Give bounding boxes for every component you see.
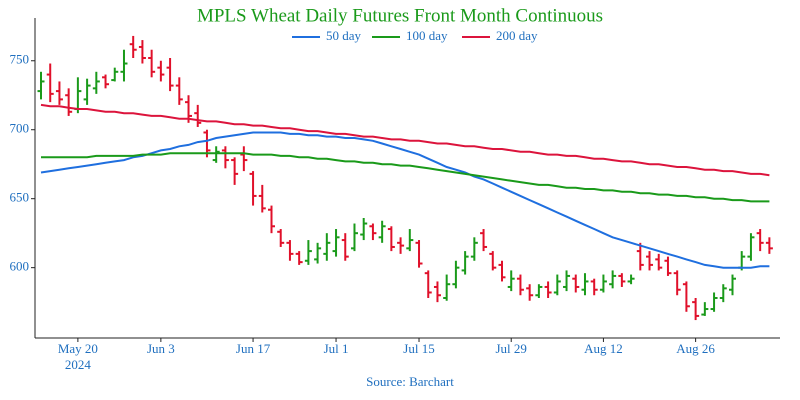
y-tick-label: 650 bbox=[10, 190, 30, 205]
moving-average-line bbox=[40, 103, 770, 177]
x-tick-label: Jun 3 bbox=[147, 341, 175, 356]
chart-title: MPLS Wheat Daily Futures Front Month Con… bbox=[197, 5, 603, 26]
x-tick-label: Jun 17 bbox=[236, 341, 271, 356]
legend-label: 50 day bbox=[326, 28, 362, 43]
source-note: Source: Barchart bbox=[366, 374, 454, 389]
moving-average-line bbox=[41, 152, 770, 203]
legend-label: 100 day bbox=[406, 28, 448, 43]
x-tick-label: Jul 29 bbox=[496, 341, 527, 356]
moving-average-line bbox=[40, 131, 770, 269]
x-tick-label: Jul 1 bbox=[324, 341, 349, 356]
legend-label: 200 day bbox=[496, 28, 538, 43]
y-tick-label: 600 bbox=[10, 259, 30, 274]
y-tick-label: 750 bbox=[10, 52, 30, 67]
x-year-label: 2024 bbox=[65, 357, 92, 372]
x-tick-label: May 20 bbox=[58, 341, 98, 356]
x-tick-label: Jul 15 bbox=[403, 341, 434, 356]
x-tick-label: Aug 12 bbox=[584, 341, 623, 356]
x-tick-label: Aug 26 bbox=[676, 341, 715, 356]
y-tick-label: 700 bbox=[10, 121, 30, 136]
